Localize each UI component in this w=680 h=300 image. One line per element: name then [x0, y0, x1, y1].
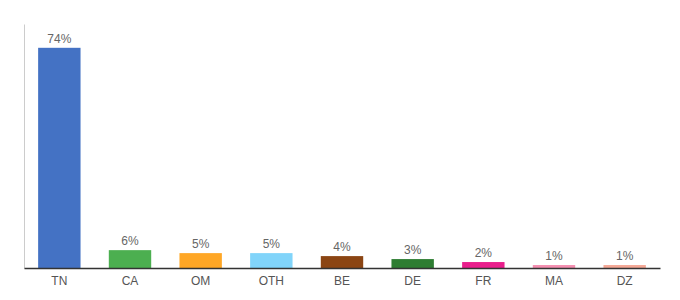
bar: [109, 250, 151, 268]
data-labels: 74% 6% 5% 5% 4% 3% 2% 1% 1%: [47, 32, 633, 263]
x-tick-label: DZ: [617, 274, 633, 288]
x-tick-label: CA: [122, 274, 139, 288]
bar: [391, 259, 433, 268]
data-label: 2%: [475, 246, 493, 260]
x-tick: CA: [122, 274, 139, 288]
x-axis-line: [25, 268, 661, 270]
x-tick: OTH: [259, 274, 284, 288]
data-label: 74%: [47, 32, 71, 46]
x-axis: TN CA OM OTH BE DE FR MA DZ: [25, 269, 661, 288]
bar: [250, 253, 292, 268]
x-tick-label: TN: [51, 274, 67, 288]
x-tick-label: MA: [545, 274, 563, 288]
x-tick: FR: [475, 274, 491, 288]
x-tick: TN: [51, 274, 67, 288]
bar: [321, 256, 363, 268]
bars: [38, 48, 646, 268]
data-label: 4%: [333, 240, 351, 254]
bar: [462, 262, 504, 268]
bar: [38, 48, 80, 268]
data-label: 5%: [192, 237, 210, 251]
x-tick: MA: [545, 274, 563, 288]
bar: [603, 265, 645, 268]
x-tick-label: DE: [404, 274, 421, 288]
y-axis: [24, 25, 25, 269]
chart-svg: TN CA OM OTH BE DE FR MA DZ 74% 6% 5% 5% 4% 3% 2% 1% 1%: [0, 0, 680, 300]
chart-container: TN CA OM OTH BE DE FR MA DZ 74% 6% 5% 5% 4% 3% 2% 1% 1%: [0, 0, 680, 300]
x-tick: OM: [191, 274, 210, 288]
plot-area: TN CA OM OTH BE DE FR MA DZ 74% 6% 5% 5% 4% 3% 2% 1% 1%: [25, 25, 661, 288]
y-axis-line: [24, 25, 25, 269]
x-tick-label: OM: [191, 274, 210, 288]
data-label: 1%: [616, 249, 634, 263]
x-tick-label: BE: [334, 274, 350, 288]
bar: [533, 265, 575, 268]
data-label: 1%: [545, 249, 563, 263]
x-tick-label: OTH: [259, 274, 284, 288]
x-tick-label: FR: [475, 274, 491, 288]
x-tick: DE: [404, 274, 421, 288]
data-label: 3%: [404, 243, 422, 257]
data-label: 6%: [121, 234, 139, 248]
x-tick: BE: [334, 274, 350, 288]
x-tick: DZ: [617, 274, 633, 288]
bar: [179, 253, 221, 268]
data-label: 5%: [263, 237, 281, 251]
